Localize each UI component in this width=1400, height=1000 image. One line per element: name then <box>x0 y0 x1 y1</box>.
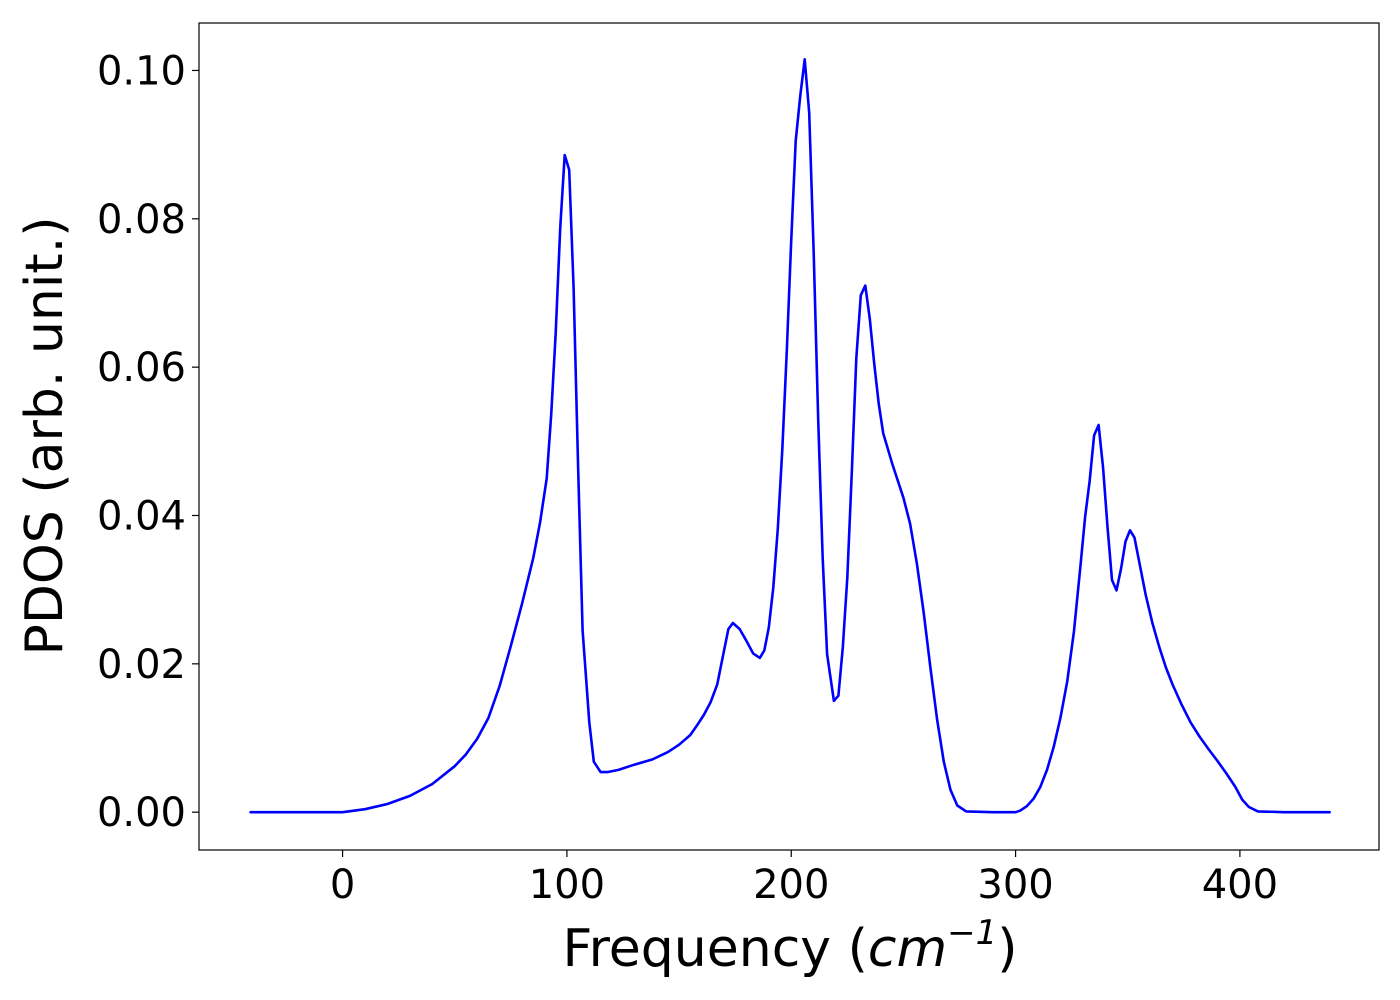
y-axis-title: PDOS (arb. unit.) <box>15 216 75 655</box>
plot-frame <box>198 22 1380 851</box>
y-tick-label: 0.08 <box>97 197 186 243</box>
x-tick-label: 300 <box>977 862 1053 908</box>
x-axis-unit-exponent: −1 <box>947 913 997 953</box>
x-tick-label: 200 <box>753 862 829 908</box>
y-tick-label: 0.00 <box>97 790 186 836</box>
x-tick-label: 100 <box>529 862 605 908</box>
y-axis-ticks: 0.00 0.02 0.04 0.06 0.08 0.10 <box>97 48 199 836</box>
y-tick-label: 0.02 <box>97 642 186 688</box>
x-axis-unit-base: cm <box>868 919 947 979</box>
plot-area: 0 100 200 300 400 0.00 0.02 0.04 0.06 0.08 0.10 <box>97 22 1380 908</box>
x-axis-title-text: Frequency ( <box>562 919 867 979</box>
y-tick-label: 0.06 <box>97 345 186 391</box>
x-tick-label: 0 <box>330 862 355 908</box>
x-axis-title-close: ) <box>997 919 1017 979</box>
x-axis-title: Frequency (cm−1) <box>562 913 1017 979</box>
y-tick-label: 0.10 <box>97 48 186 94</box>
y-tick-label: 0.04 <box>97 493 186 539</box>
x-tick-label: 400 <box>1202 862 1278 908</box>
pdos-series-line <box>249 58 1331 814</box>
x-axis-ticks: 0 100 200 300 400 <box>330 850 1278 908</box>
